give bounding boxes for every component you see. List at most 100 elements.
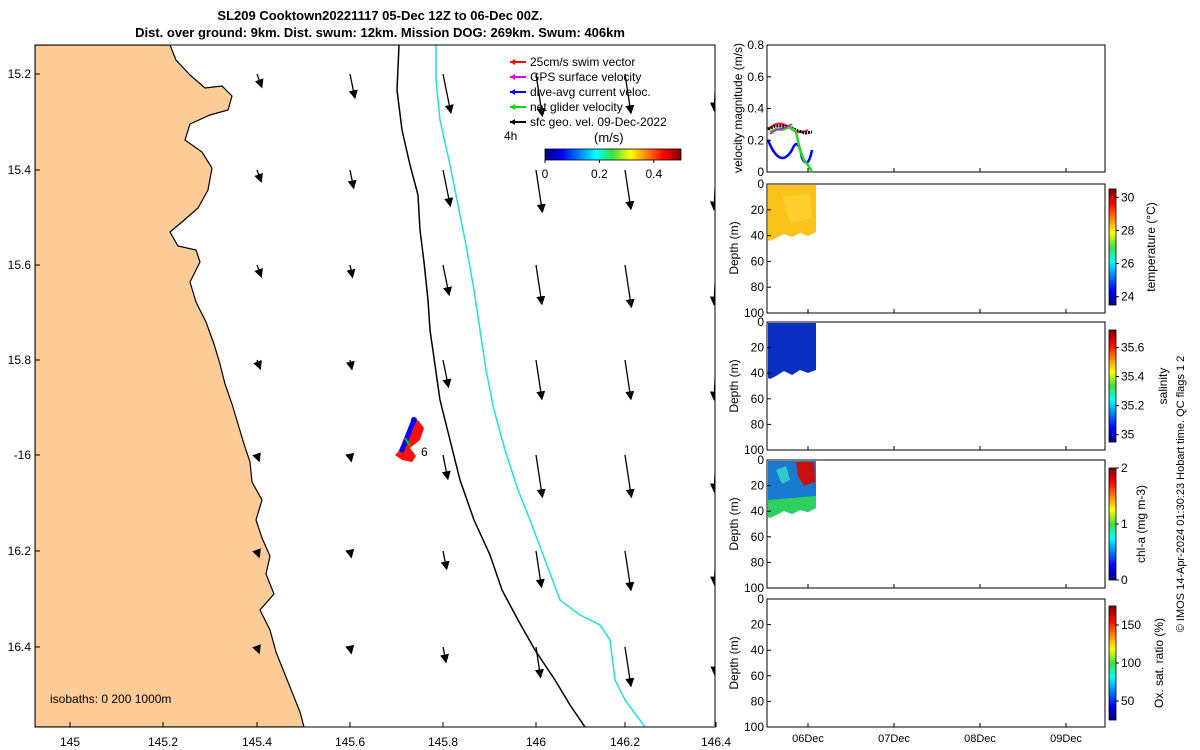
figure-title-line1: SL209 Cooktown20221117 05-Dec 12Z to 06-… [217,8,543,23]
legend-swatch-head [510,74,515,80]
panel-x-tick-label: 07Dec [878,733,910,745]
chla-field-high [796,462,815,486]
velocity-axes [766,44,1106,173]
chla-panel: 0 20 40 60 80 100 Depth (m) 0 1 2 chl-a (mg m-3… [727,453,1148,595]
panel-x-tick-label: 06Dec [792,733,824,745]
sfc-velocity-arrow [442,73,454,115]
panel-y-tick-label: 100 [744,306,764,320]
panel-y-tick-label: 0 [757,177,764,191]
panel-y-tick-label: 60 [751,392,765,406]
panel-y-tick-label: 20 [751,341,765,355]
temperature-y-axis: 0 20 40 60 80 100 [744,177,771,320]
panel-y-tick-label: 100 [744,581,764,595]
panel-x-tick-label: 08Dec [964,733,996,745]
map-y-tick-label: 15.4 [8,163,32,177]
sfc-velocity-arrow [535,550,545,589]
panel-x-tick-label: 09Dec [1050,733,1082,745]
oxygen-axes [766,598,1106,728]
sfc-velocity-arrow [535,264,546,306]
panel-y-tick-label: 20 [751,479,765,493]
legend-entry: dive-avg current veloc. [530,85,651,99]
map-x-axis: 145 145.2 145.4 145.6 145.8 146 146.2 146.4 [60,722,731,749]
salinity-y-axis: 0 20 40 60 80 100 [744,315,771,457]
map-x-tick-label: 145.6 [335,735,365,749]
sfc-velocity-arrow [534,646,544,679]
salinity-cbar-label: salinity [1156,368,1170,405]
sfc-velocity-arrow [709,271,715,306]
colorbar-tick-label: 150 [1121,618,1141,632]
map-panel: 6 145 145.2 145.4 145.6 145.8 146 146.2 146.4 1… [8,44,731,749]
sfc-velocity-arrow [440,550,450,571]
sfc-velocity-arrow [252,644,261,655]
sfc-velocity-arrow [254,73,264,89]
sfc-velocity-arrow [624,646,635,688]
map-y-tick-label: -16 [14,448,32,462]
sfc-velocity-arrow [252,548,261,559]
panels-x-axis: 06Dec 07Dec 08Dec 09Dec [792,168,1082,745]
sfc-velocity-arrow [709,366,715,401]
panel-y-tick-label: 60 [751,254,765,268]
velocity-panel: 0 0.2 0.4 0.6 0.8 velocity magnitude (m/s) [731,38,1106,179]
sfc-velocity-arrow [535,169,546,214]
panel-y-tick-label: 60 [751,669,765,683]
panel-y-tick-label: 80 [751,280,765,294]
speed-colorbar-ticks: 0 0.2 0.4 [542,160,662,181]
oxygen-ylabel: Depth (m) [727,636,741,689]
sfc-velocity-arrow [345,644,355,655]
sfc-velocity-arrow [441,454,451,481]
isobath-200m [396,45,586,727]
map-y-tick-label: 16.4 [8,640,32,654]
panel-y-tick-label: 40 [751,366,765,380]
salinity-field [768,323,816,379]
oxygen-cbar-label: Ox. sat. ratio (%) [1152,618,1166,708]
map-x-tick-label: 146.2 [610,735,640,749]
surface-velocity-arrows [252,73,715,688]
legend-swatch-head [510,119,515,125]
colorbar-tick-label: 100 [1121,656,1141,670]
map-x-tick-label: 146.4 [701,735,731,749]
isobath-1000m [435,45,646,727]
colorbar-tick-label: 50 [1121,694,1135,708]
sfc-velocity-arrow [252,452,261,463]
temperature-cbar-label: temperature (°C) [1144,202,1158,292]
oxygen-colorbar-ticks: 50 100 150 [1116,618,1141,708]
colorbar-tick-label: 30 [1121,190,1135,204]
map-x-tick-label: 145.2 [148,735,178,749]
chla-ylabel: Depth (m) [727,497,741,550]
sfc-velocity-arrow [254,264,263,278]
panel-y-tick-label: 0 [757,315,764,329]
chla-field-deep [768,496,816,518]
temperature-colorbar-ticks: 24 26 28 30 [1116,190,1135,304]
legend-swatch-head [510,59,515,65]
legend-entry: sfc geo. vel. 09-Dec-2022 [530,115,667,129]
panel-y-tick-label: 0.4 [747,102,764,116]
map-y-tick-label: 16.2 [8,544,32,558]
temperature-axes [766,183,1106,314]
sfc-velocity-arrow [345,548,355,559]
speed-colorbar-tick-label: 0 [542,167,549,181]
speed-colorbar-tick-label: 0.2 [591,167,608,181]
salinity-axes [766,321,1106,451]
oxygen-y-axis: 0 20 40 60 80 100 [744,592,771,734]
map-x-tick-label: 145 [60,735,80,749]
salinity-colorbar [1108,329,1117,443]
panel-y-tick-label: 80 [751,555,765,569]
map-frame [34,44,716,728]
temperature-panel: 0 20 40 60 80 100 Depth (m) 24 26 28 30 temperat… [727,177,1158,320]
legend-time-label: 4h [504,129,517,143]
sfc-velocity-arrow [442,169,454,208]
panel-y-tick-label: 20 [751,203,765,217]
temperature-colorbar [1108,188,1117,306]
panel-y-tick-label: 100 [744,720,764,734]
panel-y-tick-label: 20 [751,618,765,632]
sfc-velocity-arrow [709,176,715,211]
temperature-ylabel: Depth (m) [727,221,741,274]
panel-y-tick-label: 40 [751,229,765,243]
colorbar-tick-label: 1 [1121,517,1128,531]
sfc-velocity-arrow [345,359,355,371]
colorbar-tick-label: 0 [1121,573,1128,587]
legend-entry: net glider velocity [530,100,623,114]
sfc-velocity-arrow [624,454,635,499]
sfc-velocity-arrow [254,169,263,183]
